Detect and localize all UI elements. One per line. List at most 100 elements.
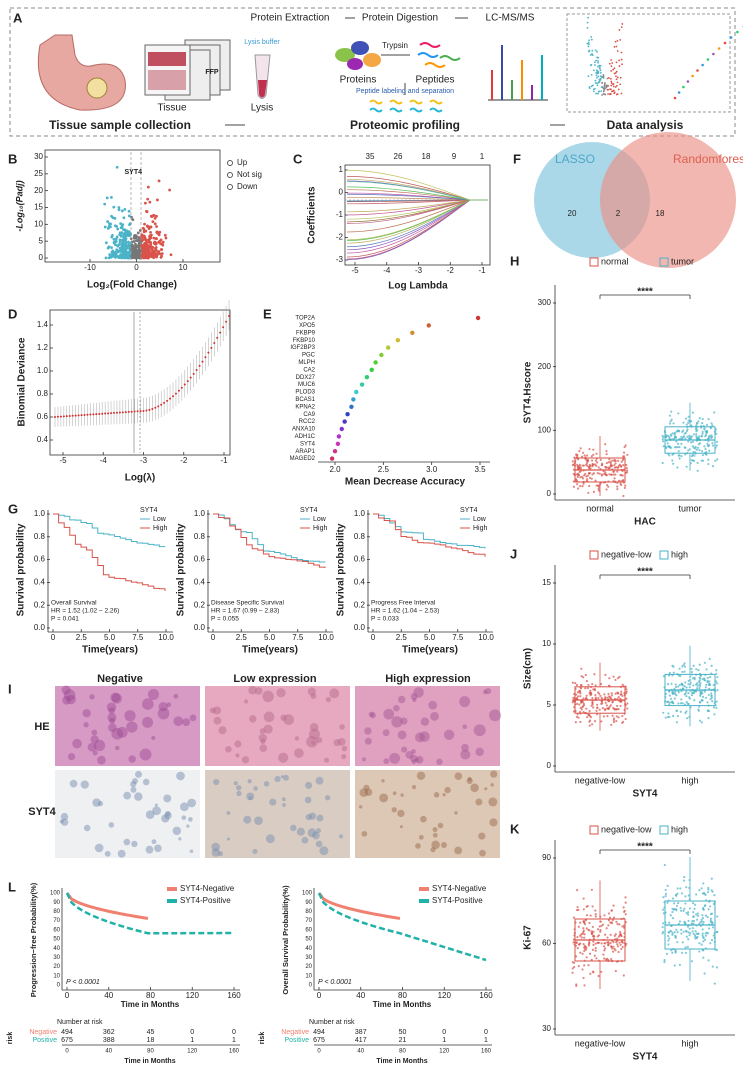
count-label: 20 — [568, 209, 577, 218]
y-axis-title: Size(cm) — [523, 648, 534, 689]
point — [624, 717, 627, 721]
risk-count: 494 — [61, 1029, 73, 1036]
point — [603, 89, 605, 91]
y-tick-label: 20 — [53, 964, 60, 970]
importance-dot — [426, 323, 431, 328]
x-tick-label: -10 — [84, 263, 96, 272]
point — [123, 838, 131, 846]
y-tick-label: 0.2 — [194, 600, 206, 609]
y-tick-label: 300 — [538, 298, 552, 307]
point — [571, 967, 574, 970]
point — [315, 776, 324, 785]
point — [114, 239, 118, 243]
point — [600, 473, 603, 476]
point — [600, 720, 603, 723]
plot-note: P = 0.055 — [211, 616, 239, 623]
point — [475, 747, 484, 757]
point — [698, 686, 701, 690]
x-tick-label: 160 — [229, 1049, 240, 1055]
point — [698, 942, 701, 945]
point — [142, 230, 146, 234]
point — [146, 185, 150, 189]
point — [146, 197, 150, 201]
point — [604, 933, 607, 936]
y-tick-label: 0 — [547, 761, 552, 770]
point — [123, 207, 127, 211]
panel-letter: F — [513, 151, 521, 166]
point — [619, 464, 623, 468]
point — [109, 717, 116, 724]
point — [115, 745, 120, 751]
point — [612, 470, 615, 473]
point — [606, 936, 609, 939]
point — [579, 921, 582, 924]
point — [687, 919, 690, 923]
point — [151, 220, 155, 224]
point — [594, 459, 598, 462]
point — [669, 914, 672, 917]
point — [603, 84, 606, 87]
label: Trypsin — [382, 41, 408, 50]
point — [616, 40, 619, 42]
label: Peptide labeling and separation — [356, 88, 454, 95]
point — [120, 209, 124, 213]
point — [590, 455, 593, 458]
point — [615, 93, 618, 96]
point — [341, 754, 347, 760]
point — [600, 462, 604, 465]
point — [593, 90, 595, 93]
point — [677, 450, 680, 453]
legend-title: SYT4 — [460, 507, 478, 514]
point — [152, 236, 156, 240]
p-value: P < 0.0001 — [66, 979, 100, 986]
point — [598, 80, 601, 83]
point — [682, 909, 685, 912]
point — [684, 437, 687, 440]
point — [591, 925, 594, 929]
point — [159, 238, 163, 242]
point — [686, 435, 689, 438]
point — [687, 415, 690, 418]
set-label: LASSO — [555, 152, 595, 166]
point — [697, 420, 700, 423]
risk-count: 18 — [147, 1037, 155, 1044]
point — [582, 927, 585, 930]
point — [478, 832, 486, 840]
x-tick-label: 2.5 — [396, 633, 408, 642]
point — [689, 681, 692, 684]
y-tick-label: 0.2 — [354, 600, 366, 609]
column-title: High expression — [385, 673, 471, 685]
point — [684, 453, 687, 456]
point — [706, 58, 710, 61]
point — [382, 729, 390, 737]
point — [687, 938, 690, 941]
point — [679, 710, 682, 713]
survival-curve — [213, 513, 326, 569]
point — [82, 709, 91, 718]
panel-letter: H — [510, 253, 519, 268]
risk-count: 362 — [103, 1029, 115, 1036]
point — [62, 415, 65, 418]
point — [454, 846, 463, 855]
point — [598, 472, 601, 475]
point — [67, 753, 76, 761]
point — [137, 236, 141, 240]
point — [684, 895, 687, 898]
importance-dot — [332, 449, 338, 454]
y-tick-label: -3 — [336, 255, 344, 264]
point — [211, 848, 221, 857]
x-axis-title: Time(years) — [402, 645, 458, 656]
point — [583, 944, 586, 948]
point — [572, 938, 575, 941]
point — [600, 86, 603, 89]
point — [118, 231, 122, 235]
point — [689, 932, 692, 935]
point — [615, 920, 618, 923]
point — [609, 704, 612, 707]
point — [704, 447, 707, 451]
y-tick-label: 60 — [542, 939, 551, 948]
point — [115, 224, 119, 228]
point — [572, 916, 576, 919]
point — [599, 79, 602, 81]
point — [124, 411, 127, 414]
